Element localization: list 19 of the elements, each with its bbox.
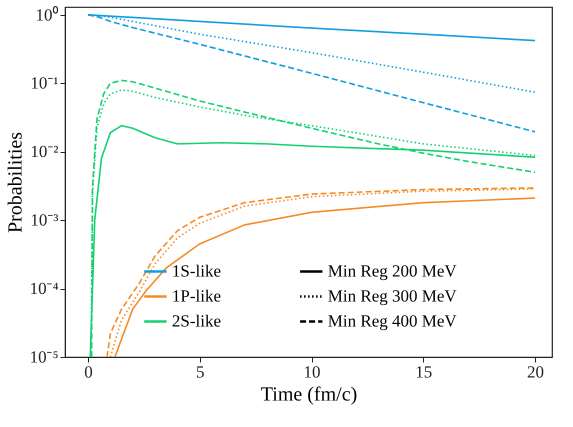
- legend-label: 1S-like: [172, 262, 222, 280]
- y-axis-title: Probabilities: [4, 132, 27, 234]
- y-tick-label: 10⁰: [36, 5, 58, 24]
- y-tick-label: 10⁻³: [30, 210, 58, 230]
- annotation: Min Reg 300 MeV: [328, 286, 458, 306]
- y-tick-label: 10⁻¹: [30, 74, 58, 93]
- legend-label: 1P-like: [172, 286, 222, 306]
- x-tick-label: 20: [527, 362, 544, 382]
- annotation: Min Reg 400 MeV: [328, 312, 458, 330]
- y-tick-label: 10⁻⁴: [30, 279, 59, 298]
- x-tick-label: 5: [196, 362, 205, 382]
- y-tick-label: 10⁻⁵: [30, 348, 59, 366]
- y-tick-label: 10⁻²: [30, 142, 58, 162]
- legend-label: 2S-like: [172, 312, 222, 330]
- x-axis-title: Time (fm/c): [260, 384, 358, 406]
- x-tick-label: 10: [304, 362, 321, 382]
- annotation: Min Reg 200 MeV: [328, 262, 458, 280]
- x-tick-label: 15: [415, 362, 432, 382]
- x-tick-label: 0: [84, 362, 93, 382]
